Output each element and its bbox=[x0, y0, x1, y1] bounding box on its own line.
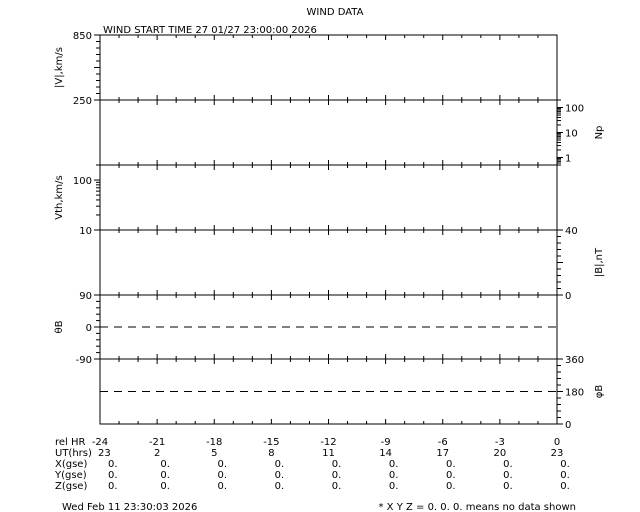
table-cell: 0. bbox=[389, 481, 399, 492]
table-cell: 0. bbox=[332, 470, 342, 481]
x-tick-label: -9 bbox=[381, 437, 391, 448]
table-cell: 0. bbox=[560, 459, 570, 470]
table-cell: 0. bbox=[332, 459, 342, 470]
table-cell: 5 bbox=[211, 448, 217, 459]
y-axis-label: θB bbox=[54, 320, 65, 333]
table-cell: 0. bbox=[108, 470, 118, 481]
table-cell: 0. bbox=[389, 459, 399, 470]
y-axis-label: φB bbox=[594, 385, 605, 399]
table-cell: 0. bbox=[108, 459, 118, 470]
table-cell: 8 bbox=[268, 448, 274, 459]
panel-0: 850 250 |V|,km/s bbox=[54, 31, 558, 107]
table-row-label: Z(gse) bbox=[55, 481, 87, 492]
x-tick-label: -6 bbox=[438, 437, 448, 448]
x-tick-label: -15 bbox=[263, 437, 279, 448]
table-cell: 0. bbox=[275, 481, 285, 492]
y-axis-label: |V|,km/s bbox=[54, 47, 65, 88]
table-cell: 23 bbox=[551, 448, 564, 459]
x-axis-label: rel HR bbox=[55, 437, 86, 448]
table-cell: 0. bbox=[503, 459, 513, 470]
y-tick-label: 100 bbox=[565, 104, 584, 115]
table-cell: 0. bbox=[446, 481, 456, 492]
table-cell: 0. bbox=[160, 481, 170, 492]
table-cell: 0. bbox=[503, 470, 513, 481]
table-cell: 0. bbox=[332, 481, 342, 492]
panel-frame bbox=[99, 99, 558, 166]
y-tick-label: 850 bbox=[73, 31, 92, 42]
panel-frame bbox=[99, 164, 558, 231]
y-tick-label: 10 bbox=[565, 129, 578, 140]
y-tick-label: 0 bbox=[565, 291, 571, 302]
table-cell: 0. bbox=[108, 481, 118, 492]
footer-note: * X Y Z = 0. 0. 0. means no data shown bbox=[378, 502, 576, 512]
table-row-label: Y(gse) bbox=[54, 470, 87, 481]
y-axis-label: Np bbox=[594, 126, 605, 140]
y-tick-label: 180 bbox=[565, 388, 584, 399]
footer-timestamp: Wed Feb 11 23:30:03 2026 bbox=[62, 502, 197, 512]
y-axis-label: |B|,nT bbox=[594, 247, 605, 277]
x-tick-label: -12 bbox=[320, 437, 336, 448]
y-tick-label: 10 bbox=[79, 226, 92, 237]
table-cell: 0. bbox=[503, 481, 513, 492]
panel-2: 100 10 Vth,km/s bbox=[54, 164, 558, 237]
panel-frame bbox=[99, 34, 558, 101]
y-tick-label: 90 bbox=[79, 291, 92, 302]
table-row-label: UT(hrs) bbox=[55, 448, 92, 459]
x-tick-label: -18 bbox=[206, 437, 222, 448]
table-cell: 0. bbox=[446, 470, 456, 481]
panel-frame bbox=[99, 229, 558, 296]
y-tick-label: 0 bbox=[86, 323, 92, 334]
x-tick-label: 0 bbox=[554, 437, 560, 448]
table-row-label: X(gse) bbox=[55, 459, 87, 470]
y-tick-label: 100 bbox=[73, 176, 92, 187]
y-tick-label: 40 bbox=[565, 226, 578, 237]
table-cell: 0. bbox=[389, 470, 399, 481]
x-tick-label: -21 bbox=[149, 437, 165, 448]
table-cell: 0. bbox=[560, 470, 570, 481]
table-cell: 14 bbox=[379, 448, 392, 459]
table-cell: 2 bbox=[154, 448, 160, 459]
table-cell: 0. bbox=[560, 481, 570, 492]
table-cell: 20 bbox=[494, 448, 507, 459]
panel-1: 100 10 1 Np bbox=[99, 99, 605, 166]
table-cell: 0. bbox=[217, 470, 227, 481]
panel-3: 40 0 |B|,nT bbox=[99, 226, 605, 302]
table-cell: 17 bbox=[436, 448, 449, 459]
table-cell: 11 bbox=[322, 448, 335, 459]
table-cell: 0. bbox=[160, 470, 170, 481]
y-tick-label: 1 bbox=[565, 153, 571, 164]
y-axis-label: Vth,km/s bbox=[54, 175, 65, 219]
table-cell: 0. bbox=[217, 481, 227, 492]
y-tick-label: -90 bbox=[76, 355, 92, 366]
table-cell: 0. bbox=[275, 470, 285, 481]
table-cell: 23 bbox=[98, 448, 111, 459]
panel-4: 90 0 -90 θB bbox=[54, 291, 558, 366]
table-cell: 0. bbox=[275, 459, 285, 470]
table-cell: 0. bbox=[217, 459, 227, 470]
x-tick-label: -3 bbox=[495, 437, 505, 448]
table-cell: 0. bbox=[160, 459, 170, 470]
y-tick-label: 250 bbox=[73, 96, 92, 107]
y-tick-label: 0 bbox=[565, 420, 571, 431]
x-tick-label: -24 bbox=[92, 437, 108, 448]
y-tick-label: 360 bbox=[565, 355, 584, 366]
chart-subtitle: WIND START TIME 27 01/27 23:00:00 2026 bbox=[103, 25, 317, 36]
panel-5: 360 180 0 φB bbox=[99, 355, 605, 431]
chart-title: WIND DATA bbox=[307, 7, 364, 18]
table-cell: 0. bbox=[446, 459, 456, 470]
